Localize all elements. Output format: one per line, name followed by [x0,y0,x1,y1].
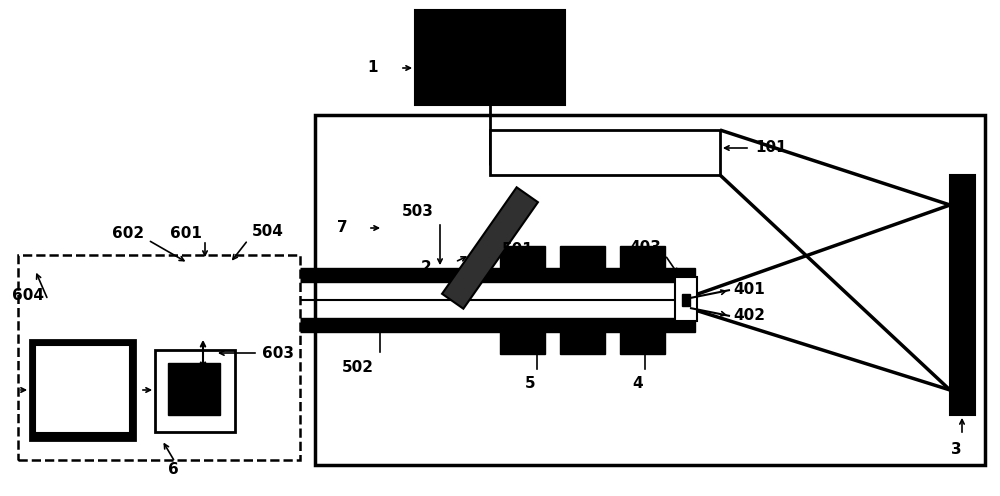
Bar [155,350,235,432]
Bar [950,175,975,415]
Bar [168,363,220,415]
Text: 402: 402 [733,309,765,323]
Text: 501: 501 [502,243,534,257]
Bar [415,10,565,105]
Text: 4: 4 [633,375,643,390]
Bar [620,246,665,268]
Bar [560,246,605,268]
Text: 2: 2 [421,259,432,274]
Polygon shape [442,187,538,309]
Bar [198,292,206,308]
Text: 7: 7 [337,221,348,236]
Bar [30,340,135,440]
Bar [35,345,130,433]
Text: 101: 101 [755,140,787,156]
Text: 401: 401 [733,283,765,298]
Text: 3: 3 [951,442,961,457]
Text: 603: 603 [262,346,294,361]
Bar [18,255,300,460]
Bar [165,318,695,332]
Text: 504: 504 [252,225,284,240]
Bar [150,260,168,340]
Bar [315,115,985,465]
Bar [675,277,697,321]
Text: 5: 5 [525,375,535,390]
Bar [682,294,690,306]
Bar [620,332,665,354]
Bar [500,246,545,268]
Text: 502: 502 [342,360,374,374]
Bar [560,332,605,354]
Bar [490,130,720,175]
Bar [195,263,209,337]
Bar [165,268,695,282]
Text: 604: 604 [12,288,44,303]
Text: 1: 1 [368,61,378,75]
Text: 601: 601 [170,226,202,241]
Bar [500,332,545,354]
Text: 403: 403 [629,241,661,255]
Text: 6: 6 [168,462,178,478]
Text: 503: 503 [402,204,434,220]
Text: 602: 602 [112,226,144,241]
